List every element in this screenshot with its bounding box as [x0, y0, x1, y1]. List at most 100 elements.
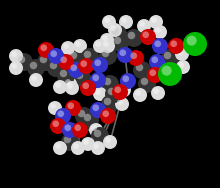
- Circle shape: [149, 15, 163, 29]
- Circle shape: [74, 124, 81, 131]
- Circle shape: [102, 110, 109, 117]
- Circle shape: [50, 62, 57, 69]
- Circle shape: [93, 87, 107, 101]
- Circle shape: [15, 53, 33, 71]
- Circle shape: [117, 47, 133, 63]
- Circle shape: [50, 118, 66, 134]
- Circle shape: [140, 29, 156, 45]
- Circle shape: [100, 33, 114, 47]
- Circle shape: [67, 49, 85, 67]
- Circle shape: [9, 61, 23, 75]
- Circle shape: [133, 61, 151, 79]
- Circle shape: [9, 49, 23, 63]
- Circle shape: [138, 75, 156, 93]
- Circle shape: [92, 104, 99, 111]
- Circle shape: [133, 88, 147, 102]
- Circle shape: [61, 41, 75, 55]
- Circle shape: [63, 43, 69, 49]
- Circle shape: [117, 83, 131, 97]
- Circle shape: [141, 78, 148, 85]
- Circle shape: [111, 34, 129, 52]
- Circle shape: [58, 54, 74, 70]
- Circle shape: [114, 37, 121, 44]
- Circle shape: [38, 42, 54, 58]
- Circle shape: [117, 99, 123, 105]
- Circle shape: [137, 19, 151, 33]
- Circle shape: [78, 58, 94, 74]
- Circle shape: [40, 56, 47, 63]
- Circle shape: [57, 110, 64, 117]
- Circle shape: [119, 49, 126, 56]
- Circle shape: [53, 80, 67, 94]
- Circle shape: [151, 56, 158, 63]
- Circle shape: [65, 100, 81, 116]
- Circle shape: [170, 40, 177, 47]
- Circle shape: [94, 130, 101, 137]
- Circle shape: [135, 90, 141, 96]
- Circle shape: [101, 95, 119, 113]
- Circle shape: [125, 29, 143, 47]
- Circle shape: [73, 39, 87, 53]
- Circle shape: [61, 133, 79, 151]
- Circle shape: [111, 87, 125, 101]
- Circle shape: [63, 77, 77, 91]
- Circle shape: [84, 51, 91, 58]
- Circle shape: [92, 57, 108, 73]
- Circle shape: [11, 51, 17, 57]
- Circle shape: [91, 125, 97, 131]
- Circle shape: [94, 59, 101, 66]
- Circle shape: [121, 17, 127, 23]
- Circle shape: [104, 98, 111, 105]
- Circle shape: [178, 62, 184, 68]
- Circle shape: [80, 60, 87, 67]
- Circle shape: [27, 59, 45, 77]
- Circle shape: [102, 35, 108, 41]
- Circle shape: [61, 56, 67, 63]
- Circle shape: [50, 50, 57, 57]
- Circle shape: [52, 120, 59, 127]
- Circle shape: [112, 84, 128, 100]
- Circle shape: [81, 48, 99, 66]
- Circle shape: [50, 103, 56, 109]
- Circle shape: [91, 141, 105, 155]
- Circle shape: [122, 75, 129, 82]
- Circle shape: [82, 82, 89, 89]
- Circle shape: [164, 52, 171, 59]
- Circle shape: [31, 75, 37, 81]
- Circle shape: [153, 88, 159, 94]
- Circle shape: [187, 36, 197, 46]
- Circle shape: [175, 47, 189, 61]
- Circle shape: [60, 70, 67, 77]
- Circle shape: [91, 127, 109, 145]
- Circle shape: [119, 85, 125, 91]
- Circle shape: [115, 97, 129, 111]
- Circle shape: [73, 143, 79, 149]
- Circle shape: [128, 32, 135, 39]
- Circle shape: [53, 141, 67, 155]
- Circle shape: [136, 64, 143, 71]
- Circle shape: [162, 66, 172, 76]
- Circle shape: [103, 41, 109, 47]
- Circle shape: [70, 52, 77, 59]
- Circle shape: [149, 69, 156, 76]
- Circle shape: [64, 136, 71, 143]
- Circle shape: [67, 83, 73, 89]
- Circle shape: [48, 101, 62, 115]
- Circle shape: [113, 89, 119, 95]
- Circle shape: [89, 123, 103, 137]
- Circle shape: [65, 79, 71, 85]
- Circle shape: [95, 41, 101, 47]
- Circle shape: [37, 53, 55, 71]
- Circle shape: [76, 72, 83, 79]
- Circle shape: [104, 78, 111, 85]
- Circle shape: [101, 75, 119, 93]
- Circle shape: [147, 67, 163, 83]
- Circle shape: [108, 88, 115, 95]
- Circle shape: [93, 143, 99, 149]
- Circle shape: [81, 137, 95, 151]
- Circle shape: [83, 139, 89, 145]
- Circle shape: [95, 89, 101, 95]
- Circle shape: [112, 28, 119, 35]
- Circle shape: [168, 38, 184, 54]
- Circle shape: [93, 39, 107, 53]
